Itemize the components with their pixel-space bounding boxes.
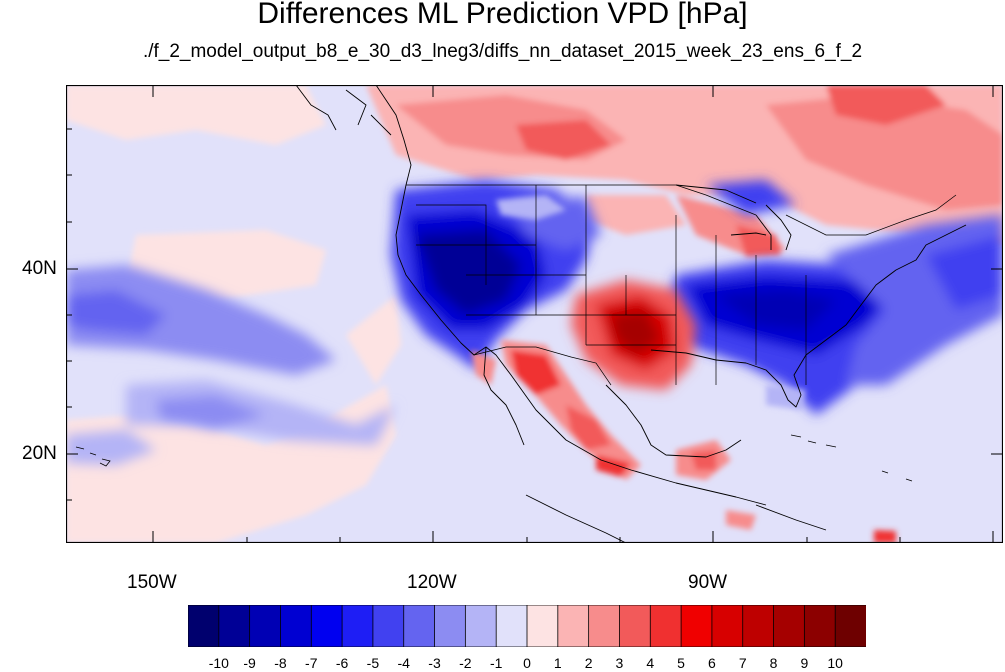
political-borders <box>406 184 957 386</box>
colorbar-swatch <box>280 604 313 648</box>
lat-label-20n: 20N <box>22 443 57 464</box>
colorbar-swatch <box>834 604 867 648</box>
colorbar-swatch <box>742 604 775 648</box>
colorbar-tick-label: -4 <box>397 655 410 671</box>
canada-red-zones <box>366 85 1003 257</box>
vpd-difference-map <box>66 85 1003 543</box>
colorbar-swatch <box>464 604 498 648</box>
colorbar-swatch <box>649 604 682 648</box>
colorbar-tick-label: 4 <box>646 655 655 671</box>
colorbar-tick-label: 8 <box>769 655 778 671</box>
colorbar-tick-label: 2 <box>584 655 593 671</box>
colorbar-swatch <box>711 604 744 648</box>
colorbar-tick-label: -1 <box>489 655 503 671</box>
colorbar-swatch <box>187 604 220 648</box>
colorbar-swatch <box>249 604 282 648</box>
colorbar-tick-label: -7 <box>305 655 318 671</box>
islands <box>75 434 913 482</box>
axis-ticks <box>66 85 1003 543</box>
colorbar-tick-label: -8 <box>274 655 287 671</box>
colorbar-tick-label: -5 <box>366 655 380 671</box>
colorbar-tick-label: 3 <box>615 655 624 671</box>
lon-label-150w: 150W <box>127 572 177 593</box>
colorbar-tick-label: -3 <box>428 655 441 671</box>
map-frame <box>66 85 1003 543</box>
colorbar-tick-label: 5 <box>677 655 685 671</box>
colorbar-tick-label: 9 <box>800 655 809 671</box>
coastlines <box>295 85 967 543</box>
mexico-red-zone <box>471 340 731 480</box>
lon-label-120w: 120W <box>407 572 457 593</box>
map-subtitle: ./f_2_model_output_b8_e_30_d3_lneg3/diff… <box>142 41 863 62</box>
colorbar-swatch <box>773 604 806 648</box>
colorbar-tick-label: 6 <box>708 655 716 671</box>
colorbar-swatch <box>619 604 652 648</box>
colorbar-tick-label: -6 <box>335 655 349 671</box>
colorbar-swatch <box>526 604 559 648</box>
eastern-us-blue-zone <box>666 180 1003 415</box>
lat-label-40n: 40N <box>22 258 57 279</box>
southern-plains-red-zone <box>571 280 696 390</box>
colorbar-swatch <box>310 604 343 648</box>
colorbar-tick-label: -9 <box>243 655 256 671</box>
colorbar-swatch <box>218 604 251 648</box>
colorbar-tick-label: 0 <box>523 655 531 671</box>
colorbar-swatch <box>372 604 405 648</box>
colorbar-tick-label: 7 <box>738 655 747 671</box>
scattered-features <box>496 195 896 543</box>
colorbar-swatches <box>187 604 867 648</box>
map-title: Differences ML Prediction VPD [hPa] <box>257 0 748 30</box>
colorbar-swatch <box>495 604 528 648</box>
colorbar-swatch <box>341 604 374 648</box>
colorbar-swatch <box>434 604 467 648</box>
colorbar-swatch <box>557 604 590 648</box>
colorbar-tick-label: 10 <box>827 655 843 671</box>
colorbar-swatch <box>803 604 837 648</box>
colorbar-swatch <box>588 604 621 648</box>
pacific-blue-bands <box>66 265 396 465</box>
colorbar <box>187 604 867 648</box>
colorbar-swatch <box>680 604 713 648</box>
colorbar-tick-label: -10 <box>208 655 229 671</box>
colorbar-tick-label: -2 <box>459 655 472 671</box>
colorbar-tick-label: 1 <box>553 655 562 671</box>
colorbar-swatch <box>403 604 436 648</box>
lon-label-90w: 90W <box>688 572 728 593</box>
